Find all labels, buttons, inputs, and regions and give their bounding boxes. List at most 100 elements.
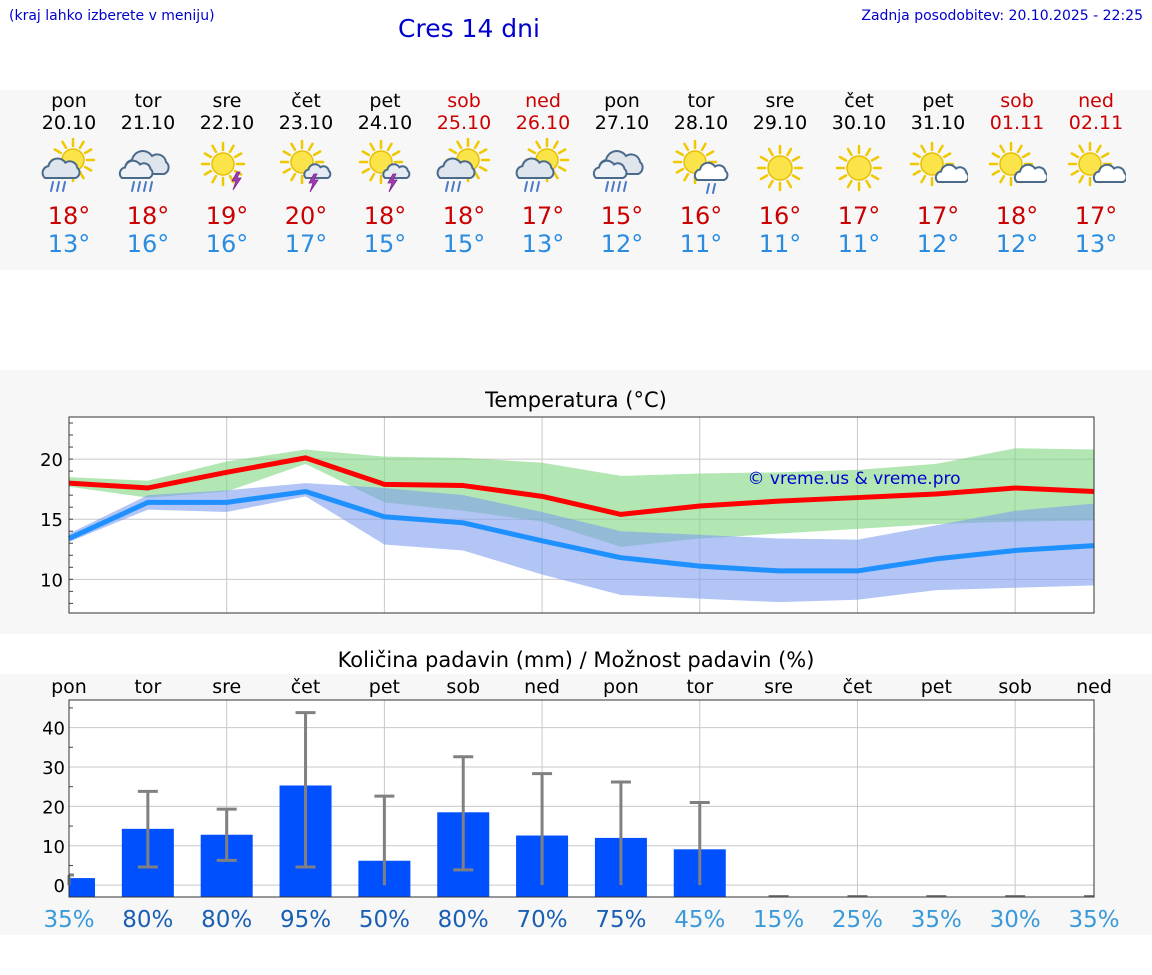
forecast-day: tor 21.10 18° 16° (108, 90, 188, 258)
day-name: pet (922, 90, 954, 112)
day-date: 22.10 (199, 112, 255, 134)
forecast-day: pet 31.10 17° 12° (898, 90, 978, 258)
precipitation-probability: 45% (674, 907, 725, 933)
sun-cloud-rain-icon (41, 138, 96, 192)
min-temperature-line (67, 489, 1095, 574)
min-temperature: 17° (284, 230, 328, 258)
day-date: 29.10 (752, 112, 808, 134)
forecast-day: sob 25.10 18° 15° (424, 90, 504, 258)
day-label: sre (764, 676, 793, 698)
sun-icon (756, 144, 804, 192)
precipitation-probability: 15% (753, 907, 804, 933)
day-name: pon (604, 90, 640, 112)
forecast-day: sre 29.10 16° 11° (740, 90, 820, 258)
day-label: čet (291, 676, 321, 698)
day-label: pon (603, 676, 639, 698)
day-label: čet (843, 676, 873, 698)
max-temperature: 18° (363, 202, 407, 230)
page-title: Cres 14 dni (398, 14, 540, 43)
day-label: pet (921, 676, 952, 698)
precipitation-probability: 75% (595, 907, 646, 933)
max-temperature: 18° (442, 202, 486, 230)
day-date: 30.10 (831, 112, 887, 134)
max-temperature-line (68, 455, 1095, 517)
day-name: sre (765, 90, 795, 112)
sun-icon (835, 144, 883, 192)
precipitation-chart-title: Količina padavin (mm) / Možnost padavin … (337, 648, 815, 672)
max-temperature: 15° (600, 202, 644, 230)
day-name: tor (687, 90, 715, 112)
day-label: sre (212, 676, 241, 698)
day-name: pon (51, 90, 87, 112)
sun-cloud-rain-icon (515, 138, 570, 192)
day-name: sob (447, 90, 481, 112)
precipitation-probability: 25% (832, 907, 883, 933)
day-name: sre (212, 90, 242, 112)
min-temperature: 12° (600, 230, 644, 258)
forecast-day: tor 28.10 16° 11° (661, 90, 741, 258)
min-temperature: 12° (995, 230, 1039, 258)
forecast-day: čet 30.10 17° 11° (819, 90, 899, 258)
precipitation-probability: 70% (517, 907, 568, 933)
y-tick-label: 40 (42, 719, 65, 740)
forecast-day: pon 20.10 18° 13° (29, 90, 109, 258)
sun-cloud-thunder-icon (358, 139, 411, 193)
precipitation-chart: pon tor sre čet pet sob ned pon tor sre čet pet sob n… (42, 676, 1119, 933)
y-tick-label: 20 (42, 797, 65, 818)
max-temperature: 18° (47, 202, 91, 230)
day-name: tor (134, 90, 162, 112)
day-date: 31.10 (910, 112, 966, 134)
plot-frame (68, 699, 1095, 898)
day-date: 27.10 (594, 112, 650, 134)
plot-frame (68, 416, 1095, 614)
max-temperature: 20° (284, 202, 328, 230)
max-temperature: 18° (126, 202, 170, 230)
max-temperature: 17° (916, 202, 960, 230)
day-label: pet (369, 676, 400, 698)
min-temperature: 11° (758, 230, 802, 258)
min-temperature: 16° (205, 230, 249, 258)
max-temperature: 19° (205, 202, 249, 230)
max-temperature: 18° (995, 202, 1039, 230)
forecast-day: sre 22.10 19° 16° (187, 90, 267, 258)
forecast-day: ned 02.11 17° 13° (1056, 90, 1136, 258)
day-name: čet (844, 90, 874, 112)
cloud-rain-icon (118, 150, 170, 192)
day-label: ned (1076, 676, 1112, 698)
day-name: pet (369, 90, 401, 112)
min-temperature: 11° (837, 230, 881, 258)
sun-cloud-thunder-icon (279, 139, 332, 193)
max-temperature: 17° (521, 202, 565, 230)
day-name: čet (291, 90, 321, 112)
min-temperature: 15° (442, 230, 486, 258)
temperature-chart: 10 15 20 © vreme.us & vreme.pro (40, 416, 1095, 614)
min-temperature: 12° (916, 230, 960, 258)
day-name: ned (1078, 90, 1114, 112)
day-label: ned (524, 676, 560, 698)
sun-cloud-rain-icon (436, 138, 491, 192)
last-updated: Zadnja posodobitev: 20.10.2025 - 22:25 (861, 8, 1143, 24)
cloud-rain-icon (592, 150, 644, 192)
watermark: © vreme.us & vreme.pro (747, 469, 960, 489)
precipitation-probability: 80% (122, 907, 173, 933)
y-tick-label: 0 (54, 876, 65, 897)
min-temperature: 15° (363, 230, 407, 258)
sun-thunder-icon (200, 141, 246, 191)
location-hint: (kraj lahko izberete v meniju) (9, 8, 215, 24)
y-tick-label: 10 (40, 570, 63, 591)
day-date: 01.11 (989, 112, 1045, 134)
forecast-day: ned 26.10 17° 13° (503, 90, 583, 258)
precipitation-probability: 35% (911, 907, 962, 933)
day-label: pon (51, 676, 87, 698)
day-date: 02.11 (1068, 112, 1124, 134)
min-temperature: 13° (521, 230, 565, 258)
max-temperature-range-band (69, 448, 1094, 547)
sun-small-cloud-icon (1067, 141, 1126, 187)
precipitation-probability: 35% (43, 907, 94, 933)
sun-small-cloud-icon (988, 141, 1047, 187)
precipitation-probability: 80% (438, 907, 489, 933)
day-date: 20.10 (41, 112, 97, 134)
forecast-day: čet 23.10 20° 17° (266, 90, 346, 258)
precipitation-probability: 35% (1068, 907, 1119, 933)
day-date: 24.10 (357, 112, 413, 134)
